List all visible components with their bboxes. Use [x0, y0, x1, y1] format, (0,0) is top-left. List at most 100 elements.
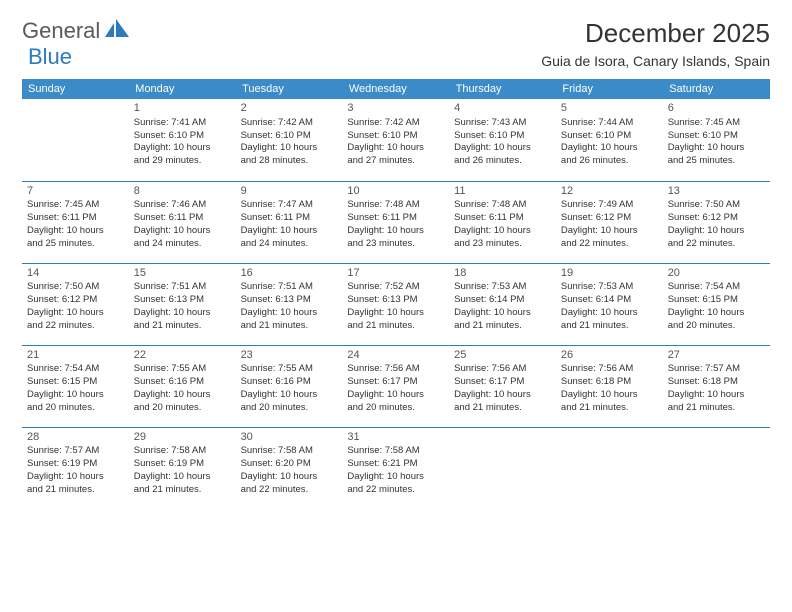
- day-info-line: Daylight: 10 hours: [347, 225, 444, 238]
- day-info-line: Sunrise: 7:52 AM: [347, 281, 444, 294]
- day-info-line: Sunrise: 7:46 AM: [134, 199, 231, 212]
- location-text: Guia de Isora, Canary Islands, Spain: [541, 53, 770, 69]
- calendar-day-cell: 30Sunrise: 7:58 AMSunset: 6:20 PMDayligh…: [236, 427, 343, 509]
- day-info-line: Sunset: 6:18 PM: [668, 376, 765, 389]
- day-info-line: Daylight: 10 hours: [561, 307, 658, 320]
- day-info-line: Sunrise: 7:48 AM: [347, 199, 444, 212]
- day-header: Tuesday: [236, 79, 343, 99]
- day-info-line: Daylight: 10 hours: [241, 225, 338, 238]
- day-info-line: Sunrise: 7:41 AM: [134, 117, 231, 130]
- day-info-line: and 22 minutes.: [561, 238, 658, 251]
- day-info-line: and 28 minutes.: [241, 155, 338, 168]
- day-number: 26: [561, 348, 658, 363]
- day-info-line: Sunrise: 7:51 AM: [241, 281, 338, 294]
- day-number: 16: [241, 266, 338, 281]
- day-info-line: Daylight: 10 hours: [561, 225, 658, 238]
- day-info-line: Daylight: 10 hours: [134, 471, 231, 484]
- day-info-line: Daylight: 10 hours: [668, 389, 765, 402]
- calendar-day-cell: 26Sunrise: 7:56 AMSunset: 6:18 PMDayligh…: [556, 345, 663, 427]
- day-number: 2: [241, 101, 338, 116]
- day-number: 23: [241, 348, 338, 363]
- day-info-line: Sunset: 6:13 PM: [347, 294, 444, 307]
- day-info-line: Sunset: 6:20 PM: [241, 458, 338, 471]
- day-number: 13: [668, 184, 765, 199]
- day-number: 12: [561, 184, 658, 199]
- day-info-line: Daylight: 10 hours: [454, 307, 551, 320]
- day-info-line: and 21 minutes.: [454, 320, 551, 333]
- day-info-line: and 20 minutes.: [347, 402, 444, 415]
- day-header: Thursday: [449, 79, 556, 99]
- logo-sail-icon: [105, 19, 131, 44]
- day-info-line: Sunrise: 7:43 AM: [454, 117, 551, 130]
- day-info-line: Sunset: 6:10 PM: [668, 130, 765, 143]
- calendar-body: 1Sunrise: 7:41 AMSunset: 6:10 PMDaylight…: [22, 99, 770, 509]
- day-info-line: Daylight: 10 hours: [241, 142, 338, 155]
- day-number: 29: [134, 430, 231, 445]
- day-info-line: and 27 minutes.: [347, 155, 444, 168]
- day-info-line: and 21 minutes.: [668, 402, 765, 415]
- calendar-day-cell: 9Sunrise: 7:47 AMSunset: 6:11 PMDaylight…: [236, 181, 343, 263]
- logo-text-general: General: [22, 18, 100, 44]
- day-info-line: and 24 minutes.: [241, 238, 338, 251]
- day-info-line: Daylight: 10 hours: [134, 225, 231, 238]
- day-info-line: Daylight: 10 hours: [561, 142, 658, 155]
- day-info-line: Sunrise: 7:45 AM: [668, 117, 765, 130]
- day-info-line: and 23 minutes.: [347, 238, 444, 251]
- day-info-line: Sunrise: 7:58 AM: [347, 445, 444, 458]
- calendar-day-cell: 7Sunrise: 7:45 AMSunset: 6:11 PMDaylight…: [22, 181, 129, 263]
- calendar-head: Sunday Monday Tuesday Wednesday Thursday…: [22, 79, 770, 99]
- day-info-line: Daylight: 10 hours: [668, 307, 765, 320]
- day-info-line: Sunrise: 7:48 AM: [454, 199, 551, 212]
- day-number: 27: [668, 348, 765, 363]
- calendar-week-row: 14Sunrise: 7:50 AMSunset: 6:12 PMDayligh…: [22, 263, 770, 345]
- calendar-day-cell: 6Sunrise: 7:45 AMSunset: 6:10 PMDaylight…: [663, 99, 770, 181]
- day-number: 4: [454, 101, 551, 116]
- day-info-line: Sunrise: 7:44 AM: [561, 117, 658, 130]
- day-info-line: Sunset: 6:21 PM: [347, 458, 444, 471]
- day-info-line: Daylight: 10 hours: [668, 225, 765, 238]
- logo-text-blue-wrap: Blue: [28, 44, 72, 70]
- calendar-day-cell: 14Sunrise: 7:50 AMSunset: 6:12 PMDayligh…: [22, 263, 129, 345]
- day-info-line: Daylight: 10 hours: [27, 471, 124, 484]
- day-info-line: Sunset: 6:11 PM: [454, 212, 551, 225]
- day-number: 19: [561, 266, 658, 281]
- day-info-line: Sunrise: 7:51 AM: [134, 281, 231, 294]
- day-info-line: and 22 minutes.: [27, 320, 124, 333]
- calendar-day-cell: 31Sunrise: 7:58 AMSunset: 6:21 PMDayligh…: [342, 427, 449, 509]
- day-info-line: Daylight: 10 hours: [241, 471, 338, 484]
- day-info-line: and 21 minutes.: [134, 320, 231, 333]
- day-number: 7: [27, 184, 124, 199]
- day-number: 11: [454, 184, 551, 199]
- day-info-line: and 21 minutes.: [561, 320, 658, 333]
- calendar-day-cell: 23Sunrise: 7:55 AMSunset: 6:16 PMDayligh…: [236, 345, 343, 427]
- day-number: 3: [347, 101, 444, 116]
- day-info-line: and 22 minutes.: [668, 238, 765, 251]
- day-info-line: Sunrise: 7:58 AM: [241, 445, 338, 458]
- calendar-day-cell: [663, 427, 770, 509]
- day-info-line: and 20 minutes.: [27, 402, 124, 415]
- day-info-line: Sunset: 6:12 PM: [668, 212, 765, 225]
- day-info-line: Daylight: 10 hours: [134, 142, 231, 155]
- day-header: Monday: [129, 79, 236, 99]
- day-info-line: Daylight: 10 hours: [27, 225, 124, 238]
- day-info-line: Daylight: 10 hours: [134, 307, 231, 320]
- day-info-line: and 29 minutes.: [134, 155, 231, 168]
- day-info-line: Sunrise: 7:56 AM: [561, 363, 658, 376]
- title-block: December 2025 Guia de Isora, Canary Isla…: [541, 18, 770, 69]
- day-info-line: and 20 minutes.: [134, 402, 231, 415]
- day-info-line: Daylight: 10 hours: [347, 307, 444, 320]
- day-info-line: and 20 minutes.: [668, 320, 765, 333]
- day-info-line: Sunset: 6:13 PM: [134, 294, 231, 307]
- day-info-line: Sunset: 6:10 PM: [561, 130, 658, 143]
- day-info-line: and 20 minutes.: [241, 402, 338, 415]
- calendar-day-cell: 18Sunrise: 7:53 AMSunset: 6:14 PMDayligh…: [449, 263, 556, 345]
- day-header-row: Sunday Monday Tuesday Wednesday Thursday…: [22, 79, 770, 99]
- day-number: 9: [241, 184, 338, 199]
- day-number: 10: [347, 184, 444, 199]
- day-info-line: and 23 minutes.: [454, 238, 551, 251]
- calendar-day-cell: 20Sunrise: 7:54 AMSunset: 6:15 PMDayligh…: [663, 263, 770, 345]
- day-info-line: Sunrise: 7:42 AM: [347, 117, 444, 130]
- day-number: 24: [347, 348, 444, 363]
- day-info-line: Sunrise: 7:57 AM: [27, 445, 124, 458]
- day-number: 8: [134, 184, 231, 199]
